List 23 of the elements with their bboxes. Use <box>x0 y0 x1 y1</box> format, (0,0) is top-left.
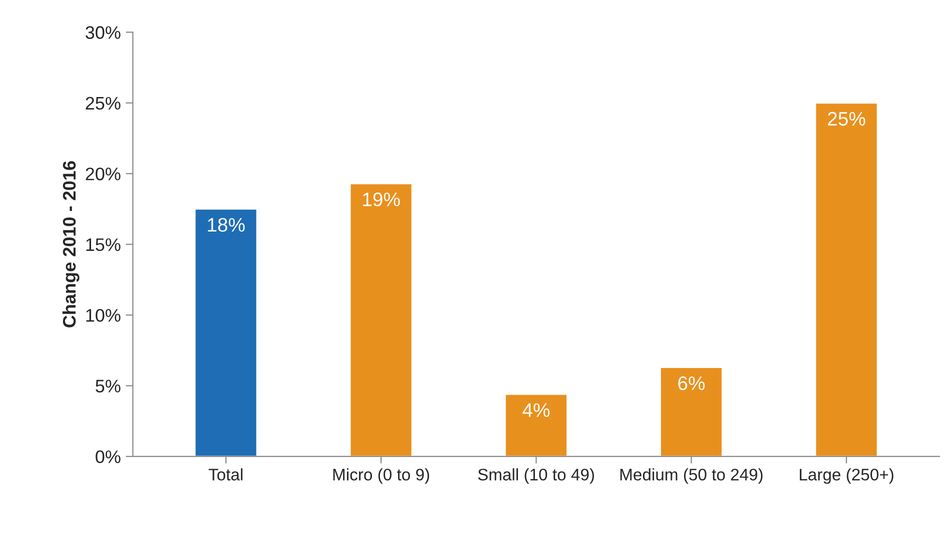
y-tick-label: 10% <box>86 308 120 322</box>
bar <box>349 182 413 456</box>
x-tick-label: Total <box>208 468 242 480</box>
data-label: 6% <box>678 376 705 390</box>
y-tick-label: 0% <box>96 450 120 464</box>
bar <box>814 102 878 456</box>
data-label: 25% <box>828 112 866 126</box>
y-tick-label: 25% <box>86 96 120 110</box>
bar <box>660 366 724 456</box>
x-tick-label: Small (10 to 49) <box>478 468 594 484</box>
data-label: 4% <box>522 403 550 417</box>
bar <box>194 208 258 456</box>
data-label: 19% <box>363 192 400 206</box>
y-tick-label: 30% <box>86 26 120 39</box>
y-tick-label: 15% <box>86 238 120 252</box>
data-label: 18% <box>208 218 245 232</box>
y-axis-title: Change 2010 - 2016 <box>62 161 80 328</box>
y-tick-label: 5% <box>96 380 120 392</box>
y-tick-label: 20% <box>86 168 120 180</box>
bar <box>504 394 568 456</box>
x-tick-label: Micro (0 to 9) <box>333 468 430 484</box>
x-tick-label: Medium (50 to 249) <box>620 468 763 484</box>
x-tick-label: Large (250+) <box>800 468 894 484</box>
